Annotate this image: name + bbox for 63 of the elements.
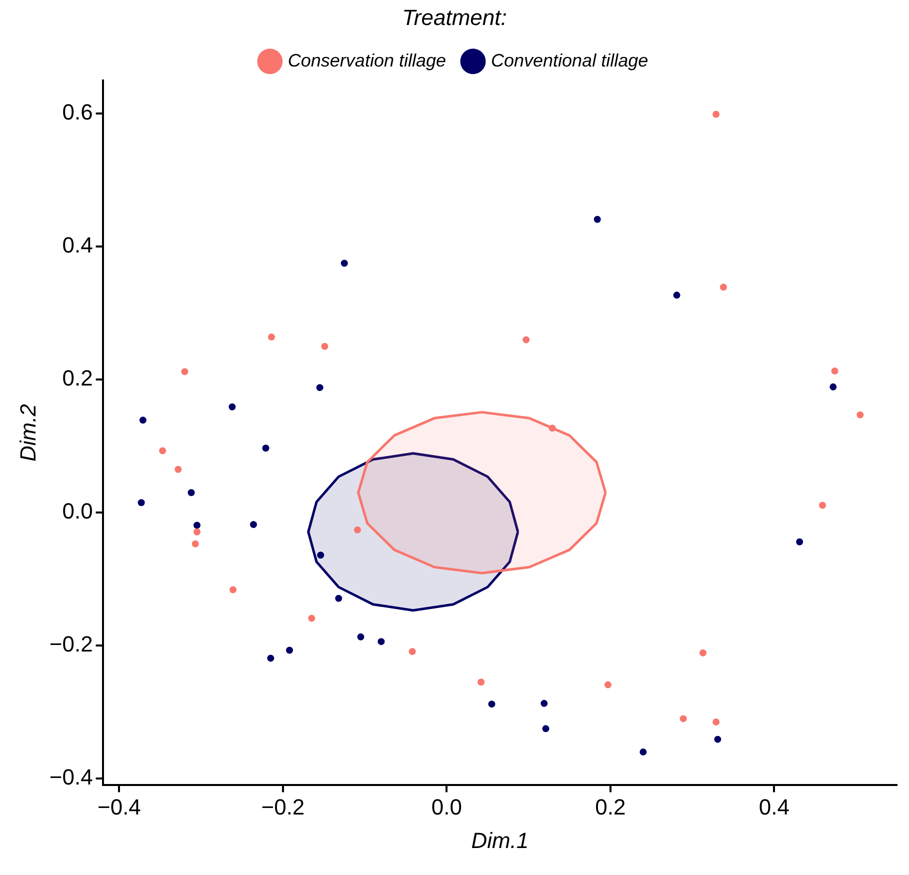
point	[548, 424, 556, 432]
x-tick-label: 0.0	[431, 794, 462, 820]
y-tick-label: 0.6	[62, 100, 93, 125]
point	[604, 681, 612, 688]
point	[408, 648, 416, 656]
x-tick-label: 0.4	[758, 794, 790, 820]
legend-label: Conservation tillage	[288, 50, 446, 70]
point	[193, 528, 200, 536]
x-tick-label: −0.2	[261, 794, 305, 820]
legend-title: Treatment:	[402, 5, 507, 30]
point	[522, 336, 530, 344]
point	[181, 368, 188, 376]
y-axis-title: Dim.2	[15, 404, 40, 462]
y-tick-label: −0.4	[49, 764, 93, 790]
point	[335, 594, 342, 602]
point	[317, 552, 324, 559]
point	[699, 649, 706, 656]
x-axis-title: Dim.1	[471, 828, 529, 853]
point	[354, 526, 361, 534]
y-tick-label: 0.0	[62, 498, 93, 524]
point	[478, 678, 485, 686]
point	[139, 416, 146, 424]
point	[193, 522, 200, 529]
point	[714, 736, 722, 743]
point	[856, 411, 864, 418]
point	[673, 292, 680, 299]
point	[831, 367, 838, 374]
point	[818, 502, 826, 509]
y-tick-label: −0.2	[49, 632, 93, 657]
point	[378, 638, 385, 646]
y-tick-label: 0.4	[62, 232, 93, 258]
point	[321, 342, 328, 350]
point	[308, 614, 316, 622]
point	[594, 216, 601, 223]
point	[286, 646, 293, 654]
point	[680, 715, 687, 722]
point	[712, 110, 720, 118]
point	[268, 334, 275, 341]
point	[540, 700, 548, 707]
legend-label: Conventional tillage	[490, 50, 648, 70]
point	[830, 383, 837, 390]
point	[542, 725, 550, 732]
point	[267, 654, 274, 662]
point	[174, 466, 182, 473]
point	[138, 499, 145, 506]
point	[230, 586, 237, 594]
point	[796, 538, 804, 546]
point	[262, 444, 270, 452]
point	[159, 447, 166, 454]
point	[357, 633, 364, 640]
point	[340, 260, 348, 267]
point	[188, 489, 195, 496]
point	[640, 748, 647, 756]
point	[228, 403, 236, 410]
point	[488, 700, 496, 708]
point	[250, 521, 257, 528]
x-tick-label: −0.4	[97, 794, 141, 820]
y-tick-label: 0.2	[62, 366, 93, 391]
point	[712, 718, 720, 726]
point	[192, 540, 199, 548]
x-tick-label: 0.2	[595, 794, 626, 820]
point	[720, 284, 727, 291]
point	[316, 384, 324, 392]
